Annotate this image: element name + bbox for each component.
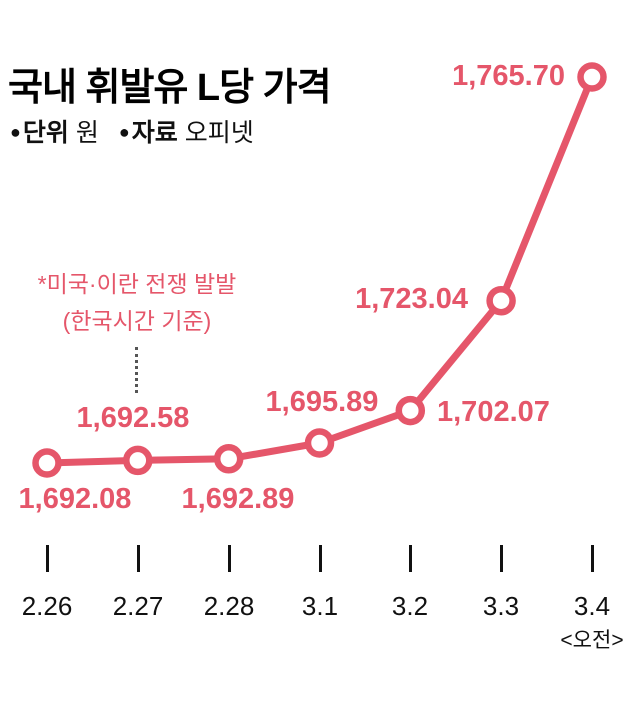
axis-date-label: 3.2 <box>391 591 429 621</box>
unit-value: 원 <box>75 119 99 147</box>
data-label: 1,692.08 <box>18 483 132 515</box>
chart-meta: ●단위 원 ●자료 오피넷 <box>10 113 254 149</box>
axis-date-label: 2.26 <box>21 591 73 621</box>
unit-bullet-icon: ● <box>10 122 21 142</box>
data-label: 1,692.58 <box>76 402 190 434</box>
data-label: 1,723.04 <box>355 283 468 315</box>
axis-date-label: 2.28 <box>203 591 255 621</box>
axis-tick <box>500 545 503 572</box>
axis-sublabel: <오전> <box>560 629 624 652</box>
data-label: 1,702.07 <box>437 396 550 428</box>
axis-tick <box>46 545 49 572</box>
source-bullet-icon: ● <box>118 122 130 142</box>
data-label: 1,692.89 <box>181 483 295 515</box>
annotation-line-1: *미국·이란 전쟁 발발 <box>37 271 237 297</box>
source-value: 오피넷 <box>184 119 254 147</box>
event-annotation: *미국·이란 전쟁 발발 (한국시간 기준) <box>20 266 254 340</box>
annotation-dotted-line <box>135 347 138 393</box>
axis-date-label: 3.3 <box>482 591 520 621</box>
axis-tick <box>137 545 140 572</box>
axis-tick <box>319 545 322 572</box>
axis-date-label: 3.4 <box>573 591 611 621</box>
annotation-line-2: (한국시간 기준) <box>62 307 212 334</box>
source-label: 자료 <box>131 119 178 147</box>
axis-date-label: 3.1 <box>301 591 339 621</box>
axis-tick <box>409 545 412 572</box>
unit-label: 단위 <box>22 119 69 147</box>
axis-tick <box>591 545 594 572</box>
axis-tick <box>228 545 231 572</box>
data-label: 1,765.70 <box>452 60 565 92</box>
data-label: 1,695.89 <box>265 386 379 418</box>
chart-title: 국내 휘발유 L당 가격 <box>8 67 332 109</box>
axis-date-label: 2.27 <box>112 591 164 621</box>
